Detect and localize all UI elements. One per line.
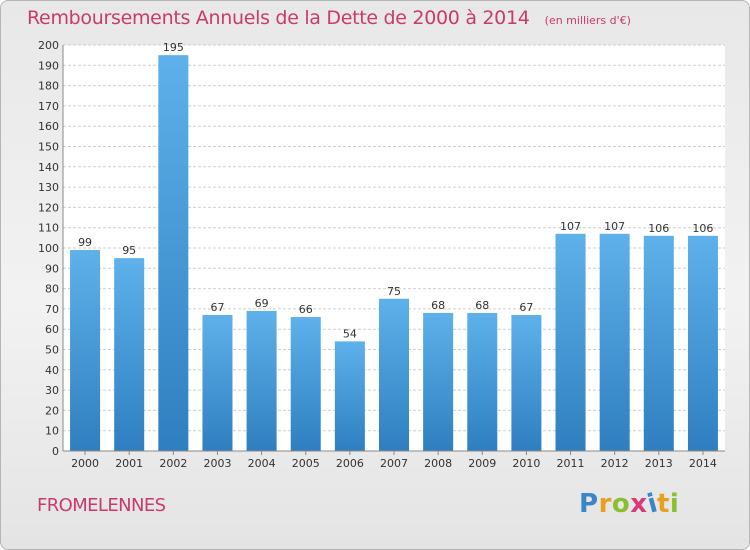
y-tick-label: 40	[45, 364, 59, 377]
bar	[378, 298, 410, 451]
y-tick-label: 0	[52, 445, 59, 458]
y-tick-label: 20	[45, 404, 59, 417]
bar	[334, 341, 365, 451]
logo-letter: t	[656, 489, 670, 519]
bar-value-label: 68	[431, 299, 445, 312]
logo-letter: P	[579, 489, 599, 519]
bar-value-label: 66	[299, 303, 313, 316]
bar-value-label: 67	[210, 301, 224, 314]
bar	[246, 310, 277, 451]
x-tick-label: 2012	[601, 457, 629, 470]
bar	[687, 235, 718, 451]
bar-value-label: 54	[343, 327, 357, 340]
x-tick-label: 2013	[645, 457, 673, 470]
bar-value-label: 195	[163, 41, 184, 54]
y-tick-label: 50	[45, 344, 59, 357]
town-name: FROMELENNES	[37, 495, 166, 516]
x-tick-label: 2004	[248, 457, 276, 470]
bar-value-label: 106	[648, 222, 669, 235]
axis-layer: 0 10 20 30 40 50 60 70 80 90 100 110 120 130 140 150 160…	[38, 39, 725, 470]
bar	[511, 314, 542, 451]
logo-letter: o	[611, 489, 631, 519]
y-tick-label: 140	[38, 161, 59, 174]
bar-value-label: 95	[122, 244, 136, 257]
y-tick-label: 150	[38, 141, 59, 154]
y-tick-label: 70	[45, 303, 59, 316]
chart-title: Remboursements Annuels de la Dette de 20…	[27, 7, 530, 29]
y-tick-label: 80	[45, 283, 59, 296]
bar	[643, 235, 674, 451]
y-tick-label: 90	[45, 262, 59, 275]
x-tick-label: 2000	[71, 457, 99, 470]
bar-value-label: 107	[604, 220, 625, 233]
bar-value-label: 75	[387, 285, 401, 298]
x-tick-label: 2008	[424, 457, 452, 470]
bar	[555, 233, 586, 451]
proxiti-logo: Proxiti	[579, 488, 680, 519]
logo-letter: x	[630, 489, 648, 519]
y-tick-label: 120	[38, 201, 59, 214]
y-tick-label: 170	[38, 100, 59, 113]
bars-layer: 99 95 195 67 69 66 54 75 68 68 67 107 107 106 106	[70, 41, 718, 452]
bar	[114, 258, 145, 451]
chart-subtitle: (en milliers d'€)	[544, 14, 631, 27]
bar-value-label: 68	[475, 299, 489, 312]
y-tick-label: 130	[38, 181, 59, 194]
bar	[423, 312, 454, 451]
bar	[290, 317, 321, 451]
x-tick-label: 2001	[115, 457, 143, 470]
y-tick-label: 30	[45, 384, 59, 397]
y-tick-label: 200	[38, 39, 59, 52]
bar	[467, 312, 498, 451]
y-tick-label: 10	[45, 425, 59, 438]
bar	[599, 233, 630, 451]
y-tick-label: 160	[38, 120, 59, 133]
bar	[70, 250, 101, 451]
x-tick-label: 2009	[468, 457, 496, 470]
bar-value-label: 99	[78, 236, 92, 249]
bar-value-label: 67	[519, 301, 533, 314]
y-tick-label: 110	[38, 222, 59, 235]
logo-letter: i	[669, 489, 680, 519]
bar-value-label: 106	[692, 222, 713, 235]
bar	[202, 314, 233, 451]
logo-letter: r	[598, 489, 612, 519]
x-tick-label: 2005	[292, 457, 320, 470]
y-tick-label: 180	[38, 80, 59, 93]
bar-value-label: 107	[560, 220, 581, 233]
x-tick-label: 2011	[557, 457, 585, 470]
bar-value-label: 69	[255, 297, 269, 310]
x-tick-label: 2002	[159, 457, 187, 470]
x-tick-label: 2010	[512, 457, 540, 470]
x-tick-label: 2006	[336, 457, 364, 470]
y-tick-label: 60	[45, 323, 59, 336]
y-tick-label: 100	[38, 242, 59, 255]
x-tick-label: 2003	[203, 457, 231, 470]
y-tick-label: 190	[38, 59, 59, 72]
x-tick-label: 2007	[380, 457, 408, 470]
x-tick-label: 2014	[689, 457, 717, 470]
bar	[158, 55, 189, 452]
title-row: Remboursements Annuels de la Dette de 20…	[27, 7, 631, 29]
